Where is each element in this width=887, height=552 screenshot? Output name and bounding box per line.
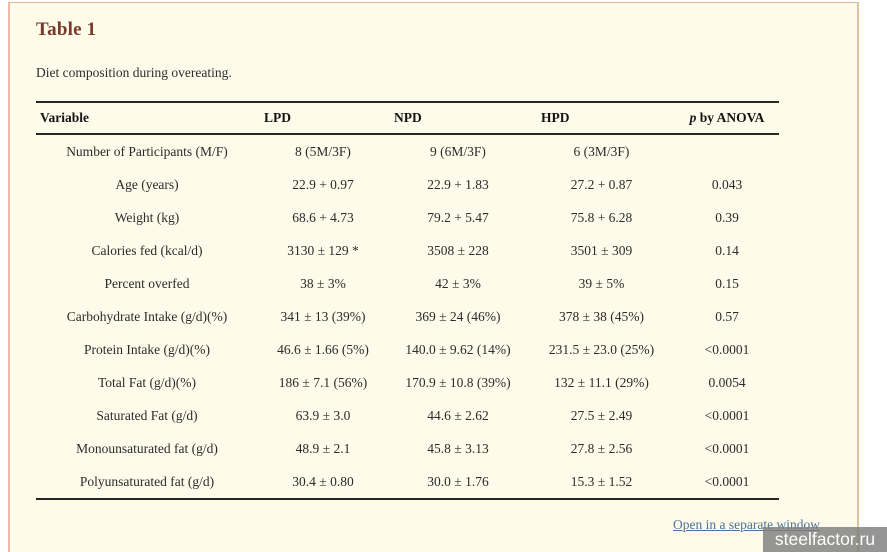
table-cell: <0.0001 xyxy=(704,341,750,357)
table-cell: 22.9 + 1.83 xyxy=(427,176,489,192)
table-cell: 9 (6M/3F) xyxy=(430,143,486,159)
column-header-hpd: HPD xyxy=(528,101,675,135)
table-cell: 39 ± 5% xyxy=(578,275,625,291)
table-row: Protein Intake (g/d)(%) 46.6 ± 1.66 (5%) 1… xyxy=(36,333,779,366)
table-header-row: Variable LPD NPD HPD p by ANOVA xyxy=(36,101,779,135)
watermark: steelfactor.ru xyxy=(763,527,887,552)
table-row: Percent overfed 38 ± 3% 42 ± 3% 39 ± 5% 0.15 xyxy=(36,267,779,300)
table-cell: 0.14 xyxy=(715,242,739,258)
table-cell: 45.8 ± 3.13 xyxy=(427,440,489,456)
table-cell: Weight (kg) xyxy=(114,209,180,225)
table-cell: 63.9 ± 3.0 xyxy=(295,407,351,423)
table-cell: Saturated Fat (g/d) xyxy=(96,407,198,423)
table-row: Saturated Fat (g/d) 63.9 ± 3.0 44.6 ± 2.62… xyxy=(36,399,779,432)
table-cell: 3501 ± 309 xyxy=(570,242,633,258)
table-cell: 75.8 + 6.28 xyxy=(570,209,633,225)
table-cell: 68.6 + 4.73 xyxy=(292,209,354,225)
table-cell: 0.15 xyxy=(715,275,739,291)
table-cell: 15.3 ± 1.52 xyxy=(528,465,675,500)
table-cell: 22.9 + 0.97 xyxy=(292,176,354,192)
table-cell: 369 ± 24 (46%) xyxy=(415,308,501,324)
table-cell: 46.6 ± 1.66 (5%) xyxy=(277,341,369,357)
table-cell: 27.2 + 0.87 xyxy=(570,176,633,192)
table-cell: 44.6 ± 2.62 xyxy=(427,407,489,423)
table-cell: Monounsaturated fat (g/d) xyxy=(76,440,218,456)
table-cell: 0.0054 xyxy=(708,374,746,390)
table-cell: Calories fed (kcal/d) xyxy=(91,242,203,258)
table-cell: 3508 ± 228 xyxy=(427,242,489,258)
table-cell: 231.5 ± 23.0 (25%) xyxy=(548,341,655,357)
table-cell: Carbohydrate Intake (g/d)(%) xyxy=(66,308,228,324)
table-cell: Total Fat (g/d)(%) xyxy=(97,374,197,390)
table-row: Weight (kg) 68.6 + 4.73 79.2 + 5.47 75.8 + … xyxy=(36,201,779,234)
diet-composition-table: Variable LPD NPD HPD p by ANOVA Number of Pa… xyxy=(36,101,779,500)
table-row: Polyunsaturated fat (g/d) 30.4 ± 0.80 30.0… xyxy=(36,465,779,500)
table-body: Number of Participants (M/F) 8 (5M/3F) 9 (… xyxy=(36,134,779,500)
table-cell: 0.043 xyxy=(711,176,743,192)
table-cell: 8 (5M/3F) xyxy=(295,143,351,159)
table-cell: 170.9 ± 10.8 (39%) xyxy=(405,374,511,390)
table-cell: Percent overfed xyxy=(104,275,190,291)
table-cell: 30.0 ± 1.76 xyxy=(388,465,528,500)
column-header-lpd: LPD xyxy=(258,101,388,135)
table-cell: 0.57 xyxy=(715,308,739,324)
table-row: Total Fat (g/d)(%) 186 ± 7.1 (56%) 170.9 ±… xyxy=(36,366,779,399)
table-row: Number of Participants (M/F) 8 (5M/3F) 9 (… xyxy=(36,134,779,168)
column-header-p-anova: p by ANOVA xyxy=(675,101,779,135)
table-cell: 38 ± 3% xyxy=(300,275,346,291)
table-cell: 48.9 ± 2.1 xyxy=(295,440,351,456)
table-cell: 140.0 ± 9.62 (14%) xyxy=(405,341,511,357)
table-cell: 79.2 + 5.47 xyxy=(427,209,489,225)
table-cell: 186 ± 7.1 (56%) xyxy=(278,374,368,390)
table-cell: 0.39 xyxy=(715,209,739,225)
table-cell: 30.4 ± 0.80 xyxy=(258,465,388,500)
table-cell: <0.0001 xyxy=(675,465,779,500)
table-row: Age (years) 22.9 + 0.97 22.9 + 1.83 27.2 + … xyxy=(36,168,779,201)
table-cell: Polyunsaturated fat (g/d) xyxy=(36,465,258,500)
table-cell: 42 ± 3% xyxy=(435,275,481,291)
table-row: Calories fed (kcal/d) 3130 ± 129 * 3508 ± … xyxy=(36,234,779,267)
table-cell: <0.0001 xyxy=(704,440,750,456)
table-cell: Number of Participants (M/F) xyxy=(66,143,228,159)
table-row: Monounsaturated fat (g/d) 48.9 ± 2.1 45.8 … xyxy=(36,432,779,465)
table-cell: 132 ± 11.1 (29%) xyxy=(554,374,649,390)
table-cell: Age (years) xyxy=(115,176,179,192)
table-cell: 378 ± 38 (45%) xyxy=(558,308,645,324)
table-cell: Protein Intake (g/d)(%) xyxy=(84,341,210,357)
table-cell: 341 ± 13 (39%) xyxy=(280,308,366,324)
table-cell xyxy=(675,134,779,168)
article-table-panel: Table 1 Diet composition during overeati… xyxy=(8,2,859,552)
table-cell: 6 (3M/3F) xyxy=(573,143,630,159)
page-title: Table 1 xyxy=(36,19,97,40)
table-row: Carbohydrate Intake (g/d)(%) 341 ± 13 (39… xyxy=(36,300,779,333)
table-cell: 27.5 ± 2.49 xyxy=(570,407,633,423)
table-cell: 3130 ± 129 * xyxy=(287,242,359,258)
table-cell: 27.8 ± 2.56 xyxy=(570,440,633,456)
column-header-variable: Variable xyxy=(36,101,258,135)
column-header-npd: NPD xyxy=(388,101,528,135)
table-caption: Diet composition during overeating. xyxy=(36,65,232,80)
table-cell: <0.0001 xyxy=(704,407,750,423)
